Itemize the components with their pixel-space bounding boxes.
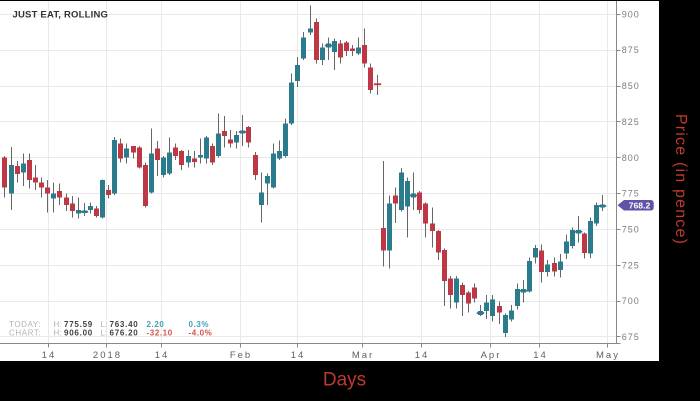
svg-text:750: 750 [622, 224, 640, 234]
svg-text:2018: 2018 [93, 350, 122, 361]
svg-text:725: 725 [622, 260, 640, 270]
svg-text:H:: H: [54, 320, 62, 329]
svg-text:14: 14 [42, 350, 57, 361]
svg-text:763.40: 763.40 [110, 320, 139, 329]
svg-text:675: 675 [622, 332, 640, 342]
svg-text:H:: H: [54, 329, 62, 338]
svg-text:Apr: Apr [481, 350, 502, 361]
svg-text:L:: L: [101, 320, 108, 329]
svg-text:CHART:: CHART: [9, 329, 41, 338]
svg-text:676.20: 676.20 [110, 329, 139, 338]
svg-text:Mar: Mar [352, 350, 374, 361]
svg-text:775: 775 [622, 189, 640, 199]
svg-text:JUST EAT, ROLLING: JUST EAT, ROLLING [13, 10, 109, 21]
svg-text:14: 14 [533, 350, 548, 361]
svg-text:768.2: 768.2 [629, 201, 651, 211]
svg-text:875: 875 [622, 45, 640, 55]
svg-text:14: 14 [415, 350, 430, 361]
svg-text:14: 14 [291, 350, 306, 361]
svg-text:May: May [596, 350, 620, 361]
svg-text:0.3%: 0.3% [189, 320, 210, 329]
svg-text:900: 900 [622, 9, 640, 19]
svg-text:Days: Days [323, 370, 366, 391]
svg-text:2.20: 2.20 [147, 320, 165, 329]
svg-text:14: 14 [155, 350, 170, 361]
svg-text:700: 700 [622, 296, 640, 306]
svg-text:TODAY:: TODAY: [9, 320, 41, 329]
svg-text:Feb: Feb [230, 350, 252, 361]
svg-text:906.00: 906.00 [64, 329, 93, 338]
svg-text:L:: L: [101, 329, 108, 338]
svg-text:-32.10: -32.10 [147, 329, 173, 338]
svg-text:825: 825 [622, 117, 640, 127]
svg-text:775.59: 775.59 [64, 320, 93, 329]
svg-text:-4.0%: -4.0% [189, 329, 213, 338]
svg-text:800: 800 [622, 153, 640, 163]
svg-text:Price (in pence): Price (in pence) [672, 114, 689, 245]
svg-text:850: 850 [622, 81, 640, 91]
